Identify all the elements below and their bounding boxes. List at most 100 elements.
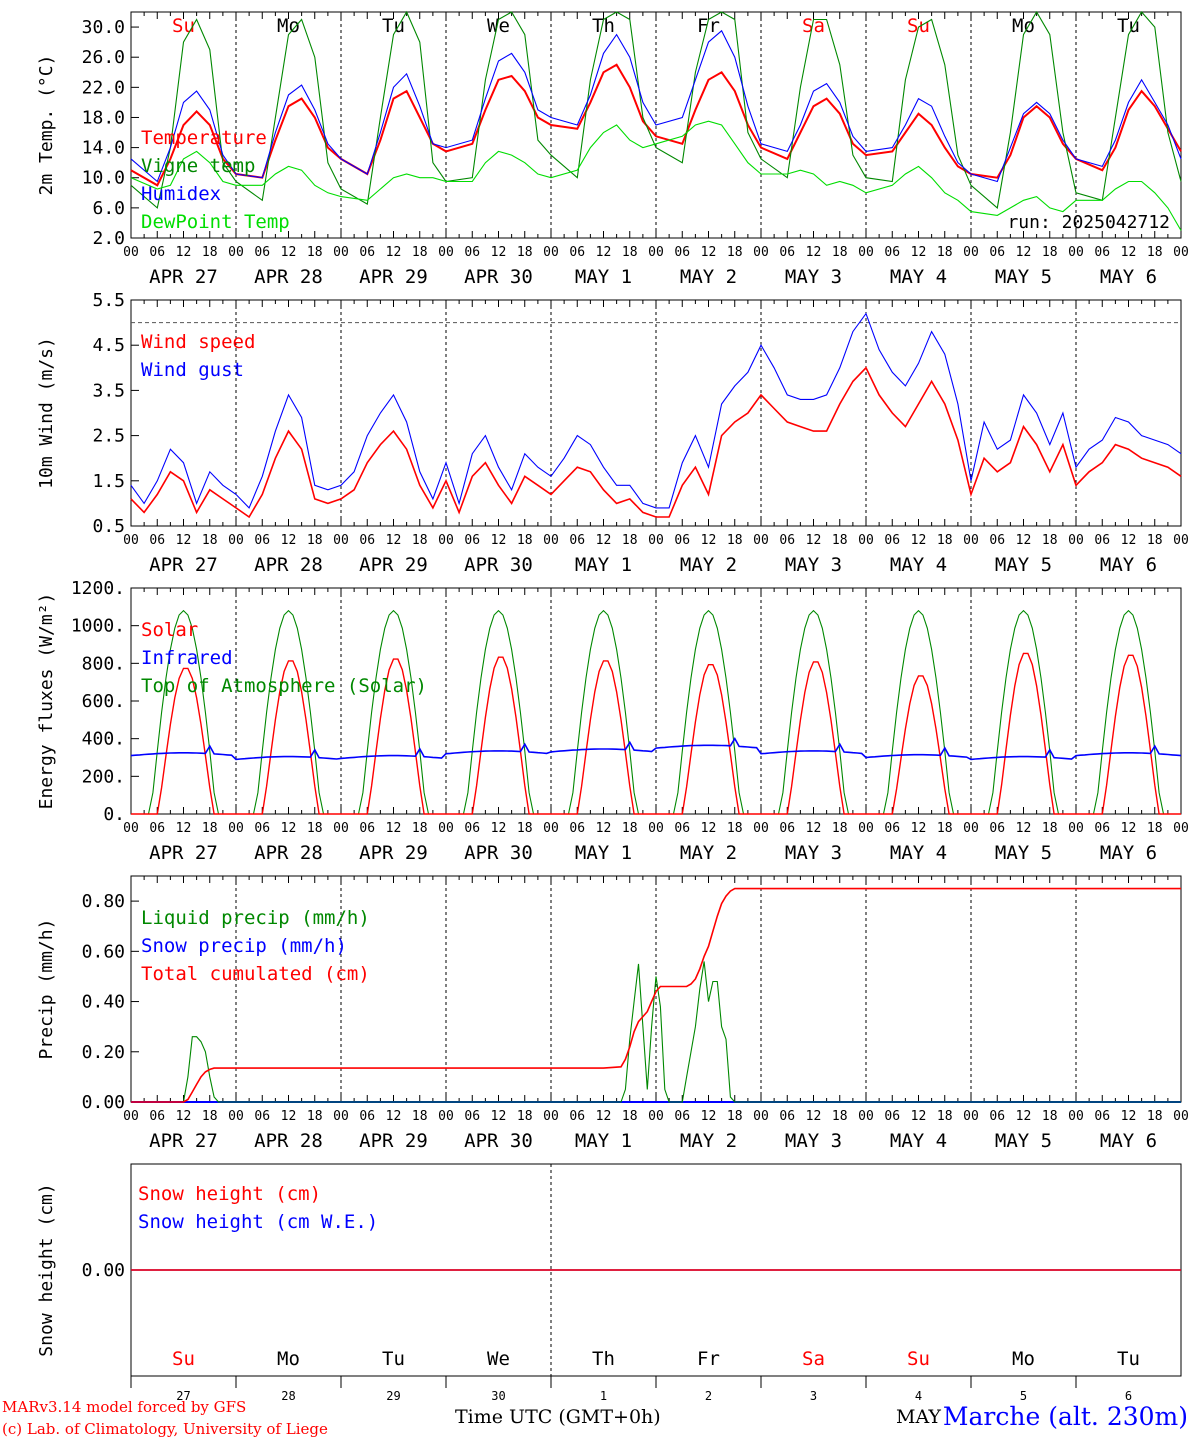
hour-tick-label: 12 bbox=[1016, 533, 1032, 548]
hour-tick-label: 06 bbox=[779, 821, 795, 836]
hour-tick-label: 18 bbox=[412, 533, 428, 548]
y-axis-label: Snow height (cm) bbox=[36, 1183, 57, 1356]
day-date-label: MAY 3 bbox=[785, 842, 842, 864]
hour-tick-label: 12 bbox=[1121, 245, 1137, 260]
hour-tick-label: 12 bbox=[281, 821, 297, 836]
hour-tick-label: 06 bbox=[674, 821, 690, 836]
weekday-label: Tu bbox=[382, 1348, 405, 1370]
series-line-1 bbox=[130, 312, 1182, 509]
hour-tick-label: 18 bbox=[622, 245, 638, 260]
day-number-label: 30 bbox=[491, 1389, 505, 1403]
hour-tick-label: 06 bbox=[254, 1109, 270, 1124]
hour-tick-label: 18 bbox=[517, 1109, 533, 1124]
hour-tick-label: 06 bbox=[359, 1109, 375, 1124]
hour-tick-label: 18 bbox=[307, 533, 323, 548]
legend-entry: Snow height (cm) bbox=[138, 1183, 321, 1205]
y-tick-label: 5.5 bbox=[92, 290, 125, 311]
y-tick-label: 0.80 bbox=[82, 891, 125, 912]
station-label: Marche (alt. 230m) bbox=[942, 1402, 1188, 1431]
day-date-label: APR 27 bbox=[149, 842, 218, 864]
hour-tick-label: 06 bbox=[884, 821, 900, 836]
hour-tick-label: 12 bbox=[491, 245, 507, 260]
y-tick-label: 1000. bbox=[71, 616, 125, 637]
hour-tick-label: 12 bbox=[911, 245, 927, 260]
weekday-label: Mo bbox=[1012, 15, 1035, 37]
weekday-label: Su bbox=[907, 1348, 930, 1370]
hour-tick-label: 00 bbox=[438, 821, 454, 836]
hour-tick-label: 00 bbox=[858, 245, 874, 260]
hour-tick-label: 12 bbox=[281, 533, 297, 548]
day-date-label: MAY 3 bbox=[785, 1130, 842, 1152]
hour-tick-label: 12 bbox=[281, 1109, 297, 1124]
day-number-label: 4 bbox=[915, 1389, 922, 1403]
hour-tick-label: 06 bbox=[149, 533, 165, 548]
day-date-label: MAY 6 bbox=[1100, 1130, 1157, 1152]
hour-tick-label: 18 bbox=[937, 533, 953, 548]
hour-tick-label: 12 bbox=[386, 533, 402, 548]
y-tick-label: 22.0 bbox=[82, 77, 125, 98]
hour-tick-label: 12 bbox=[701, 245, 717, 260]
day-number-label: 27 bbox=[176, 1389, 190, 1403]
hour-tick-label: 00 bbox=[858, 533, 874, 548]
hour-tick-label: 18 bbox=[1147, 533, 1163, 548]
hour-tick-label: 00 bbox=[858, 821, 874, 836]
hour-tick-label: 18 bbox=[727, 245, 743, 260]
hour-tick-label: 00 bbox=[543, 245, 559, 260]
hour-tick-label: 00 bbox=[333, 245, 349, 260]
day-date-label: APR 28 bbox=[254, 1130, 323, 1152]
series-line-3 bbox=[130, 120, 1182, 231]
run-annotation: run: 2025042712 bbox=[1007, 212, 1170, 233]
y-tick-label: 26.0 bbox=[82, 47, 125, 68]
day-date-label: MAY 1 bbox=[575, 266, 632, 288]
hour-tick-label: 00 bbox=[1173, 1109, 1189, 1124]
day-date-label: APR 28 bbox=[254, 842, 323, 864]
hour-tick-label: 12 bbox=[1016, 1109, 1032, 1124]
month-label: MAY bbox=[896, 1406, 941, 1428]
hour-tick-label: 00 bbox=[648, 821, 664, 836]
hour-tick-label: 06 bbox=[1094, 245, 1110, 260]
hour-tick-label: 06 bbox=[989, 245, 1005, 260]
weekday-label: Su bbox=[172, 1348, 195, 1370]
hour-tick-label: 06 bbox=[989, 821, 1005, 836]
y-tick-label: 1200. bbox=[71, 578, 125, 599]
hour-tick-label: 12 bbox=[1121, 533, 1137, 548]
hour-tick-label: 18 bbox=[1042, 533, 1058, 548]
hour-tick-label: 06 bbox=[674, 533, 690, 548]
hour-tick-label: 18 bbox=[1147, 821, 1163, 836]
hour-tick-label: 00 bbox=[963, 821, 979, 836]
y-tick-label: 200. bbox=[82, 766, 125, 787]
hour-tick-label: 00 bbox=[753, 533, 769, 548]
hour-tick-label: 18 bbox=[832, 1109, 848, 1124]
hour-tick-label: 00 bbox=[858, 1109, 874, 1124]
y-tick-label: 0.40 bbox=[82, 992, 125, 1013]
hour-tick-label: 12 bbox=[491, 533, 507, 548]
day-number-label: 5 bbox=[1020, 1389, 1027, 1403]
hour-tick-label: 12 bbox=[386, 821, 402, 836]
hour-tick-label: 12 bbox=[806, 821, 822, 836]
y-tick-label: 800. bbox=[82, 653, 125, 674]
hour-tick-label: 12 bbox=[386, 1109, 402, 1124]
hour-tick-label: 12 bbox=[596, 1109, 612, 1124]
hour-tick-label: 00 bbox=[648, 1109, 664, 1124]
weekday-label: Tu bbox=[1117, 15, 1140, 37]
hour-tick-label: 06 bbox=[149, 245, 165, 260]
day-date-label: MAY 2 bbox=[680, 1130, 737, 1152]
hour-tick-label: 06 bbox=[1094, 533, 1110, 548]
day-date-label: MAY 2 bbox=[680, 266, 737, 288]
series-line-infrared bbox=[130, 737, 1182, 761]
hour-tick-label: 00 bbox=[438, 1109, 454, 1124]
y-axis-label: Energy fluxes (W/m²) bbox=[36, 593, 57, 810]
day-date-label: MAY 4 bbox=[890, 266, 947, 288]
hour-tick-label: 18 bbox=[1147, 245, 1163, 260]
legend-entry: Total cumulated (cm) bbox=[141, 963, 370, 985]
day-date-label: MAY 4 bbox=[890, 1130, 947, 1152]
day-date-label: MAY 5 bbox=[995, 554, 1052, 576]
weekday-label: Mo bbox=[277, 1348, 300, 1370]
series-line-1 bbox=[130, 10, 1182, 209]
hour-tick-label: 18 bbox=[832, 533, 848, 548]
hour-tick-label: 12 bbox=[596, 533, 612, 548]
hour-tick-label: 06 bbox=[569, 821, 585, 836]
credit-line-1: MARv3.14 model forced by GFS bbox=[2, 1398, 247, 1416]
hour-tick-label: 18 bbox=[622, 1109, 638, 1124]
hour-tick-label: 18 bbox=[202, 1109, 218, 1124]
